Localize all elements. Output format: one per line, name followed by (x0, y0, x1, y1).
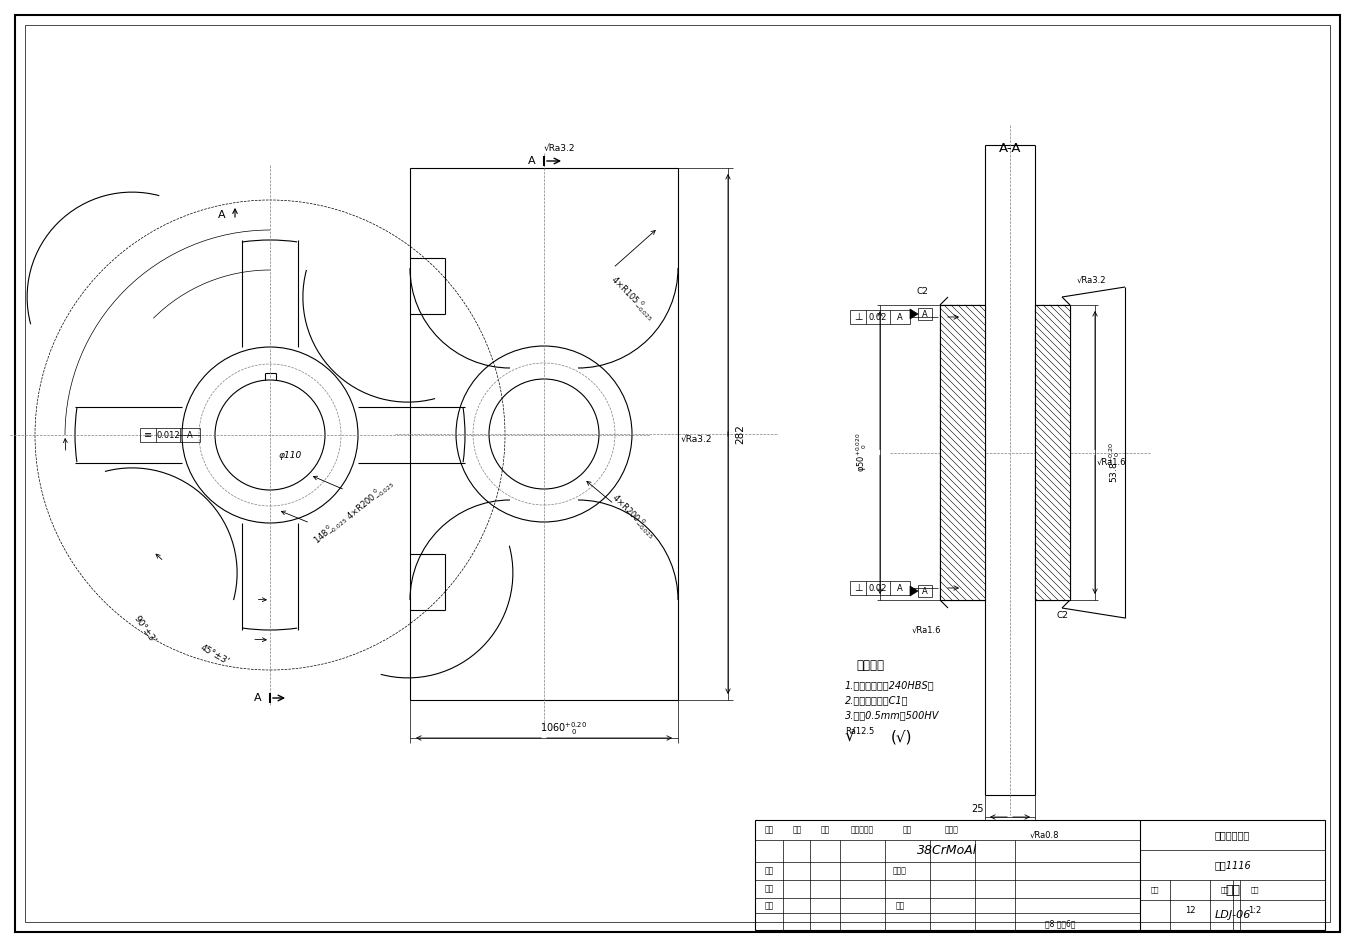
Text: A: A (897, 583, 902, 593)
Polygon shape (1035, 305, 1070, 600)
Text: A: A (187, 431, 192, 439)
Text: √Ra3.2: √Ra3.2 (1077, 276, 1107, 284)
Text: 1.调质处理处理240HBS。: 1.调质处理处理240HBS。 (846, 680, 935, 690)
Text: √: √ (844, 728, 855, 746)
Text: 148$^{\ 0}_{-0.025}$: 148$^{\ 0}_{-0.025}$ (310, 511, 350, 548)
Text: 签名: 签名 (902, 826, 912, 834)
Text: 标准化: 标准化 (893, 867, 906, 875)
Text: 25: 25 (970, 804, 984, 814)
Text: √Ra3.2: √Ra3.2 (680, 435, 711, 443)
Text: 45°±3': 45°±3' (199, 643, 230, 667)
Text: LDJ-06: LDJ-06 (1214, 910, 1251, 920)
Text: 审核: 审核 (764, 884, 774, 894)
Text: 比例: 比例 (1251, 886, 1259, 893)
Text: (√): (√) (892, 729, 913, 744)
Text: Ra12.5: Ra12.5 (846, 726, 874, 736)
Text: 制图: 制图 (896, 902, 905, 910)
Text: √Ra1.6: √Ra1.6 (912, 626, 942, 634)
Bar (917, 308, 932, 320)
Text: 38CrMoAl: 38CrMoAl (917, 844, 977, 856)
Text: 重量: 重量 (1221, 886, 1229, 893)
Text: ≡: ≡ (144, 430, 152, 440)
Bar (411, 168, 678, 700)
Text: 2.未标注倒角为C1。: 2.未标注倒角为C1。 (846, 695, 908, 705)
Text: 分区: 分区 (820, 826, 829, 834)
Text: 0.02: 0.02 (869, 583, 888, 593)
Text: $1060^{+0.20}_{\ \ \ 0}$: $1060^{+0.20}_{\ \ \ 0}$ (541, 721, 588, 738)
Text: 3.渗氮0.5mm，500HV: 3.渗氮0.5mm，500HV (846, 710, 939, 720)
Bar (850, 310, 911, 324)
Text: 1:2: 1:2 (1248, 905, 1262, 915)
Text: A: A (923, 310, 928, 318)
Text: 共8 张第6张: 共8 张第6张 (1045, 920, 1076, 928)
Text: φ110: φ110 (278, 451, 302, 459)
Text: √Ra3.2: √Ra3.2 (543, 144, 575, 152)
Text: √Ra0.8: √Ra0.8 (1030, 831, 1060, 839)
Bar (140, 428, 201, 442)
Text: A: A (255, 693, 262, 703)
Text: $53.8^{+0.20}_{\ \ \ 0}$: $53.8^{+0.20}_{\ \ \ 0}$ (1107, 442, 1122, 483)
Bar (850, 581, 911, 595)
Bar (755, 820, 1325, 930)
Text: 4×R200$^{\ 0}_{-0.025}$: 4×R200$^{\ 0}_{-0.025}$ (608, 491, 660, 542)
Text: 技术要求: 技术要求 (856, 658, 883, 671)
Text: 标记: 标记 (764, 826, 774, 834)
Text: 90°±3': 90°±3' (133, 615, 157, 646)
Text: √Ra1.6: √Ra1.6 (1098, 458, 1126, 467)
Text: 阶段: 阶段 (1150, 886, 1160, 893)
Text: 4×R105$^{\ 0}_{-0.025}$: 4×R105$^{\ 0}_{-0.025}$ (607, 273, 659, 324)
Polygon shape (911, 309, 917, 319)
Text: 设计: 设计 (764, 867, 774, 875)
Text: 广东海洋大学: 广东海洋大学 (1215, 830, 1251, 840)
Polygon shape (911, 586, 917, 596)
Text: A-A: A-A (999, 141, 1022, 154)
Text: C2: C2 (1056, 611, 1068, 619)
Text: A: A (897, 313, 902, 321)
Text: 0.012: 0.012 (156, 431, 180, 439)
Text: A: A (528, 156, 535, 166)
Text: 更改文件号: 更改文件号 (851, 826, 874, 834)
Text: 4×R200$^{\ 0}_{-0.025}$: 4×R200$^{\ 0}_{-0.025}$ (343, 475, 397, 524)
Text: ⊥: ⊥ (854, 583, 862, 593)
Text: 年月日: 年月日 (944, 826, 959, 834)
Text: φ$50^{+0.020}_{\ \ \ \ 0}$: φ$50^{+0.020}_{\ \ \ \ 0}$ (855, 433, 870, 473)
Bar (917, 585, 932, 597)
Polygon shape (940, 305, 985, 600)
Text: ⊥: ⊥ (854, 312, 862, 322)
Text: 棍轴: 棍轴 (1225, 884, 1240, 897)
Text: A: A (923, 586, 928, 596)
Text: 工艺: 工艺 (764, 902, 774, 910)
Text: C2: C2 (916, 287, 928, 295)
Text: A: A (218, 210, 226, 220)
Text: 282: 282 (734, 424, 745, 444)
Text: 12: 12 (1184, 905, 1195, 915)
Text: 机械1116: 机械1116 (1214, 860, 1251, 870)
Text: 处数: 处数 (793, 826, 802, 834)
Text: 0.02: 0.02 (869, 313, 888, 321)
